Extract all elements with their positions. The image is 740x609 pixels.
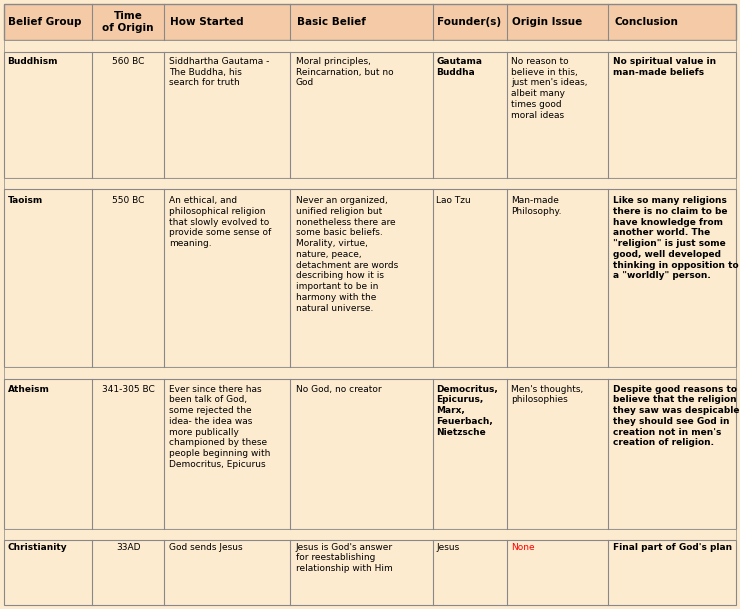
Bar xyxy=(4,52,736,178)
Bar xyxy=(4,529,736,540)
Text: 341-305 BC: 341-305 BC xyxy=(101,385,155,393)
Bar xyxy=(4,189,736,367)
Text: Democritus,
Epicurus,
Marx,
Feuerbach,
Nietzsche: Democritus, Epicurus, Marx, Feuerbach, N… xyxy=(436,385,498,437)
Bar xyxy=(4,40,736,52)
Text: 550 BC: 550 BC xyxy=(112,196,144,205)
Text: Lao Tzu: Lao Tzu xyxy=(436,196,471,205)
Text: No reason to
believe in this,
just men's ideas,
albeit many
times good
moral ide: No reason to believe in this, just men's… xyxy=(511,57,588,119)
Text: Jesus is God's answer
for reestablishing
relationship with Him: Jesus is God's answer for reestablishing… xyxy=(296,543,393,573)
Text: Never an organized,
unified religion but
nonetheless there are
some basic belief: Never an organized, unified religion but… xyxy=(296,196,398,312)
Text: Men's thoughts,
philosophies: Men's thoughts, philosophies xyxy=(511,385,583,404)
Text: Taoism: Taoism xyxy=(7,196,43,205)
Text: Buddhism: Buddhism xyxy=(7,57,58,66)
Text: Final part of God's plan: Final part of God's plan xyxy=(613,543,733,552)
Text: Siddhartha Gautama -
The Buddha, his
search for truth: Siddhartha Gautama - The Buddha, his sea… xyxy=(169,57,269,87)
Text: No spiritual value in
man-made beliefs: No spiritual value in man-made beliefs xyxy=(613,57,716,77)
Bar xyxy=(4,379,736,529)
Text: An ethical, and
philosophical religion
that slowly evolved to
provide some sense: An ethical, and philosophical religion t… xyxy=(169,196,271,248)
Text: None: None xyxy=(511,543,535,552)
Bar xyxy=(4,4,736,40)
Text: God sends Jesus: God sends Jesus xyxy=(169,543,243,552)
Text: Man-made
Philosophy.: Man-made Philosophy. xyxy=(511,196,562,216)
Text: No God, no creator: No God, no creator xyxy=(296,385,381,393)
Bar xyxy=(4,367,736,379)
Text: Gautama
Buddha: Gautama Buddha xyxy=(436,57,482,77)
Text: Atheism: Atheism xyxy=(7,385,50,393)
Text: Origin Issue: Origin Issue xyxy=(512,17,582,27)
Text: Basic Belief: Basic Belief xyxy=(297,17,366,27)
Text: Conclusion: Conclusion xyxy=(614,17,679,27)
Text: Belief Group: Belief Group xyxy=(8,17,82,27)
Text: Ever since there has
been talk of God,
some rejected the
idea- the idea was
more: Ever since there has been talk of God, s… xyxy=(169,385,270,469)
Text: Despite good reasons to
believe that the religion
they saw was despicable
they s: Despite good reasons to believe that the… xyxy=(613,385,740,448)
Text: 560 BC: 560 BC xyxy=(112,57,144,66)
Text: Like so many religions
there is no claim to be
have knowledge from
another world: Like so many religions there is no claim… xyxy=(613,196,739,280)
Text: Founder(s): Founder(s) xyxy=(437,17,501,27)
Bar xyxy=(4,178,736,189)
Bar xyxy=(4,540,736,605)
Text: Moral principles,
Reincarnation, but no
God: Moral principles, Reincarnation, but no … xyxy=(296,57,394,87)
Text: How Started: How Started xyxy=(170,17,243,27)
Text: Jesus: Jesus xyxy=(436,543,460,552)
Text: 33AD: 33AD xyxy=(116,543,141,552)
Text: Time
of Origin: Time of Origin xyxy=(102,11,154,33)
Text: Christianity: Christianity xyxy=(7,543,67,552)
